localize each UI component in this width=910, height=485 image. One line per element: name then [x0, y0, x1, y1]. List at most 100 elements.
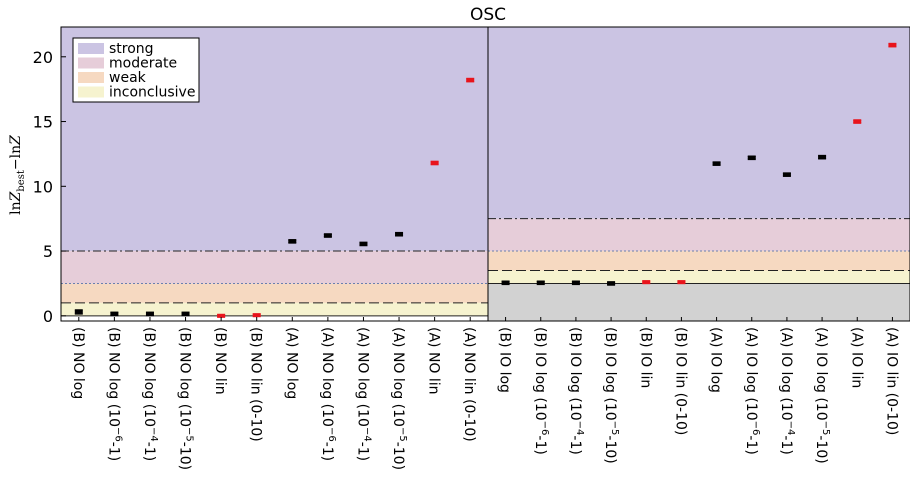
category-label-no-11: (A) NO lin [426, 327, 442, 395]
points-layer [74, 42, 897, 318]
category-label-io-3: (B) IO log (10−4-1) [567, 327, 585, 455]
category-labels: (B) NO log (B) NO log (10−6-1) (B) NO log … [70, 327, 900, 470]
y-tick-label-15: 15 [33, 113, 53, 132]
data-point-io-6 [677, 280, 686, 285]
point-marker [110, 312, 119, 316]
legend-label-inconclusive: inconclusive [109, 85, 195, 101]
point-marker [782, 173, 791, 177]
legend-swatch-moderate [78, 57, 104, 69]
data-point-io-7 [712, 161, 721, 166]
data-point-no-1 [74, 309, 83, 315]
data-point-no-6 [252, 313, 261, 318]
point-marker [818, 155, 827, 159]
y-tick-label-20: 20 [33, 48, 53, 67]
point-marker [323, 234, 332, 238]
data-point-no-4 [181, 311, 190, 317]
category-label-io-10: (A) IO log (10−5-10) [813, 327, 831, 464]
y-tick-label-0: 0 [43, 307, 53, 326]
legend-label-strong: strong [109, 41, 154, 57]
category-label-no-10: (A) NO log (10−5-10) [390, 327, 408, 470]
band-below-threshold-io [488, 283, 910, 321]
point-marker [395, 232, 404, 236]
category-label-io-12: (A) IO lin (0-10) [883, 327, 899, 435]
category-label-io-6: (B) IO lin (0-10) [672, 327, 688, 435]
point-marker [501, 281, 510, 285]
category-label-io-9: (A) IO log (10−4-1) [778, 327, 796, 455]
band-moderate-no [61, 251, 488, 284]
data-point-no-3 [145, 311, 154, 317]
point-marker [466, 78, 475, 82]
data-point-no-11 [430, 160, 439, 166]
point-marker [430, 161, 439, 165]
point-marker [677, 280, 686, 284]
category-label-io-4: (B) IO log (10−5-10) [602, 327, 620, 464]
legend-label-moderate: moderate [109, 56, 177, 72]
band-moderate-io [488, 218, 910, 252]
category-label-no-3: (B) NO log (10−4-1) [141, 327, 159, 461]
point-marker [217, 314, 226, 318]
point-marker [181, 312, 190, 316]
data-point-no-7 [288, 239, 297, 244]
data-point-io-12 [888, 42, 897, 48]
y-tick-label-5: 5 [43, 242, 53, 261]
panel-frame-io [487, 26, 910, 322]
y-tick-label-10: 10 [33, 177, 53, 196]
point-marker [888, 43, 897, 47]
category-label-io-2: (B) IO log (10−6-1) [532, 327, 550, 455]
category-label-no-7: (A) NO log [283, 327, 299, 399]
category-label-no-2: (B) NO log (10−6-1) [105, 327, 123, 461]
point-marker [607, 281, 616, 285]
category-label-io-1: (B) IO log [497, 327, 513, 393]
category-label-io-5: (B) IO lin [637, 327, 653, 388]
threshold-lines-layer [61, 218, 910, 317]
data-point-no-9 [359, 241, 368, 247]
data-point-no-8 [323, 233, 332, 238]
data-point-io-8 [747, 155, 756, 161]
legend-swatch-weak [78, 72, 104, 83]
point-marker [712, 162, 721, 166]
category-label-io-8: (A) IO log (10−6-1) [743, 327, 761, 455]
category-label-no-1: (B) NO log [70, 327, 86, 399]
point-marker [145, 312, 154, 316]
band-inconclusive-io [488, 270, 910, 284]
axis-layer: 0 5 10 15 20 [33, 48, 66, 326]
category-label-no-4: (B) NO log (10−5-10) [177, 327, 195, 470]
band-strong-io [488, 27, 910, 219]
data-point-io-5 [642, 280, 651, 285]
data-point-io-4 [607, 281, 616, 286]
point-marker [359, 242, 368, 246]
data-point-no-12 [466, 77, 475, 83]
legend-entry-weak: weak [78, 70, 147, 86]
point-marker [74, 310, 83, 314]
point-marker [571, 281, 580, 285]
legend-label-weak: weak [109, 70, 147, 86]
y-axis-label: lnZbest−lnZ [8, 135, 27, 215]
legend-swatch-strong [78, 43, 104, 54]
point-marker [747, 156, 756, 160]
band-weak-io [488, 251, 910, 271]
category-label-no-6: (B) NO lin (0-10) [248, 327, 264, 442]
point-marker [853, 120, 862, 124]
frame-layer [60, 26, 910, 322]
legend-entry-inconclusive: inconclusive [78, 85, 195, 101]
data-point-io-1 [501, 280, 510, 286]
legend-swatch-inconclusive [78, 86, 104, 98]
data-point-no-2 [110, 311, 119, 317]
legend-entry-moderate: moderate [78, 56, 177, 72]
category-label-no-9: (A) NO log (10−4-1) [354, 327, 372, 461]
chart-title: OSC [470, 5, 506, 25]
point-marker [642, 280, 651, 284]
data-point-io-11 [853, 119, 862, 124]
data-point-io-3 [571, 280, 580, 286]
band-inconclusive-no [61, 302, 488, 316]
category-label-io-7: (A) IO log [708, 327, 724, 393]
point-marker [288, 239, 297, 243]
category-label-no-5: (B) NO lin [212, 327, 228, 395]
band-weak-no [61, 283, 488, 303]
data-point-io-2 [536, 280, 545, 286]
point-marker [536, 281, 545, 285]
data-point-no-10 [395, 231, 404, 237]
